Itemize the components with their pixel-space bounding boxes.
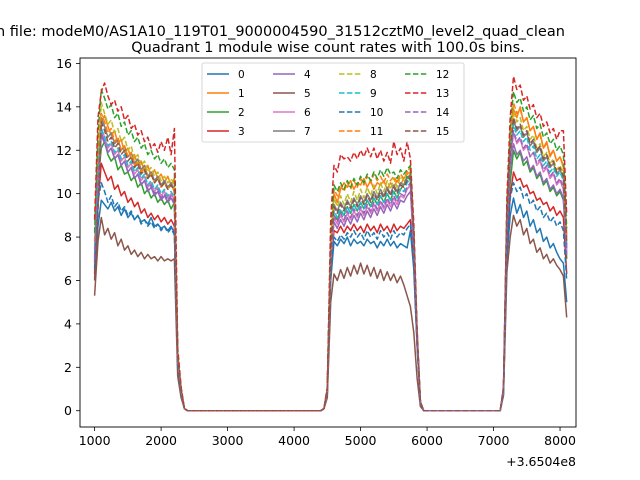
series-line-10 <box>93 182 568 412</box>
y-tick-label: 6 <box>64 273 72 288</box>
x-tick-label: 3000 <box>212 433 244 448</box>
series-line-15 <box>93 116 568 412</box>
series-line-9 <box>93 123 568 412</box>
legend-label-5: 5 <box>304 88 311 100</box>
legend-label-13: 13 <box>436 88 449 100</box>
legend-label-7: 7 <box>304 126 311 138</box>
series-line-4 <box>93 132 568 412</box>
legend-label-3: 3 <box>238 126 245 138</box>
y-tick-label: 4 <box>64 316 72 331</box>
series-line-12 <box>93 88 568 412</box>
y-tick-label: 0 <box>64 403 72 418</box>
x-tick-label: 8000 <box>544 433 576 448</box>
x-tick-label: 5000 <box>345 433 377 448</box>
series-line-8 <box>93 101 568 412</box>
legend-label-0: 0 <box>238 69 245 81</box>
legend-label-8: 8 <box>370 69 377 81</box>
legend-label-4: 4 <box>304 69 311 81</box>
series-line-13 <box>93 75 568 412</box>
x-tick-label: 4000 <box>278 433 310 448</box>
y-tick-label: 12 <box>56 143 72 158</box>
series-line-14 <box>93 129 568 412</box>
y-tick-label: 14 <box>56 99 72 114</box>
x-tick-label: 2000 <box>145 433 177 448</box>
y-tick-label: 2 <box>64 360 72 375</box>
y-tick-label: 16 <box>56 56 72 71</box>
x-tick-label: 6000 <box>411 433 443 448</box>
plot-frame <box>79 57 577 428</box>
legend-label-10: 10 <box>370 107 383 119</box>
figure-suptitle: n file: modeM0/AS1A10_119T01_9000004590_… <box>0 24 565 40</box>
series-line-3 <box>93 162 568 412</box>
x-tick-label: 7000 <box>478 433 510 448</box>
legend-label-6: 6 <box>304 107 311 119</box>
y-axis: 0 2 4 6 8 10 12 14 16 <box>56 56 80 418</box>
legend-label-12: 12 <box>436 69 449 81</box>
plot-lines <box>93 75 568 412</box>
chart-title: Quadrant 1 module wise count rates with … <box>131 40 525 56</box>
legend-label-9: 9 <box>370 88 377 100</box>
legend-label-2: 2 <box>238 107 245 119</box>
series-line-5 <box>93 214 568 412</box>
series-line-0 <box>93 197 568 412</box>
legend-label-14: 14 <box>436 107 450 119</box>
legend-box <box>201 62 465 143</box>
y-tick-label: 10 <box>56 186 72 201</box>
legend-label-15: 15 <box>436 126 449 138</box>
legend-label-1: 1 <box>238 88 245 100</box>
x-tick-label: 1000 <box>79 433 111 448</box>
y-tick-label: 8 <box>64 230 72 245</box>
legend-label-11: 11 <box>370 126 383 138</box>
x-axis: 1000 2000 3000 4000 5000 6000 7000 8000 <box>79 427 576 448</box>
x-offset-label: +3.6504e8 <box>506 454 576 469</box>
